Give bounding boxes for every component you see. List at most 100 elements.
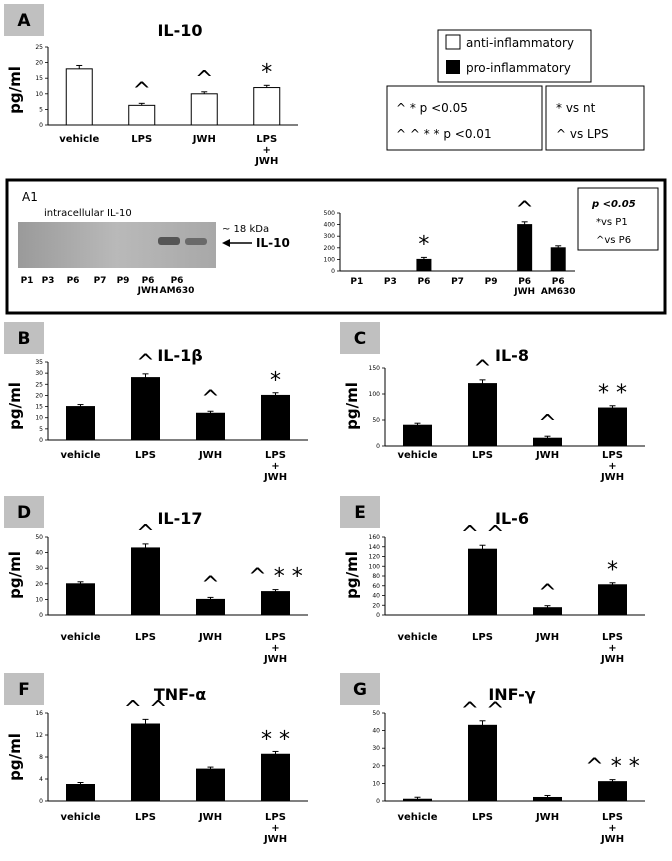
significance-mark: ^ [136, 521, 154, 546]
y-tick-label: 20 [35, 60, 43, 67]
category-label: vehicle [61, 632, 101, 643]
bar [196, 598, 225, 616]
panel-a1: A1 intracellular IL-10 ~ 18 kDa IL-10 P1… [5, 178, 667, 315]
category-label: LPS [265, 632, 286, 643]
blot-band-p6-am630 [185, 238, 207, 245]
significance-mark: ^ [136, 351, 154, 376]
y-tick-label: 16 [35, 710, 43, 717]
bar [598, 781, 627, 802]
y-tick-label: 400 [324, 222, 336, 229]
blot-lane-label: P9 [117, 276, 130, 286]
blot-lane-label: P3 [42, 276, 55, 286]
y-tick-label: 35 [35, 359, 43, 366]
charts-layer: IL-10pg/ml0510152025vehicle^LPS^JWH*LPS+… [4, 21, 645, 845]
significance-mark: * * [261, 727, 290, 752]
y-tick-label: 25 [35, 44, 43, 51]
legend: anti-inflammatory pro-inflammatory [437, 29, 592, 83]
a1-sig-line-3: ^vs P6 [596, 235, 631, 246]
y-tick-label: 40 [372, 593, 380, 600]
category-label: vehicle [398, 632, 438, 643]
bar [550, 247, 566, 272]
bar [65, 68, 93, 126]
blot-lane-label: P6 [171, 276, 184, 286]
category-label: JWH [192, 134, 216, 145]
significance-mark: ^ [538, 411, 556, 436]
legend-box [437, 29, 592, 83]
blot-lane-label: P6 [67, 276, 80, 286]
category-label: JWH [254, 156, 278, 167]
chart-title: TNF-α [154, 685, 206, 704]
panel-letter: F [18, 680, 30, 700]
y-tick-label: 0 [39, 122, 43, 129]
bar [196, 768, 225, 802]
category-label: + [608, 461, 616, 472]
significance-mark: * [270, 368, 281, 393]
category-label: P3 [384, 277, 397, 287]
y-tick-label: 150 [369, 365, 381, 372]
category-label: P6 [552, 277, 565, 287]
category-label: LPS [131, 134, 152, 145]
versus-line-1: * vs nt [556, 101, 596, 115]
bar [190, 93, 218, 126]
y-axis-label: pg/ml [6, 733, 24, 781]
y-axis-label: pg/ml [343, 382, 361, 430]
category-label: LPS [265, 812, 286, 823]
significance-mark: ^ ^ [461, 698, 505, 723]
y-tick-label: 0 [39, 798, 43, 805]
y-tick-label: 160 [369, 534, 381, 541]
significance-line-2: ^ ^ * * p <0.01 [396, 127, 492, 141]
y-tick-label: 12 [35, 732, 43, 739]
versus-line-2: ^ vs LPS [556, 127, 609, 141]
category-label: vehicle [398, 450, 438, 461]
category-label: vehicle [61, 812, 101, 823]
category-label: + [608, 823, 616, 834]
y-tick-label: 10 [35, 596, 43, 603]
y-axis-label: pg/ml [6, 382, 24, 430]
panel-letter-box [4, 496, 44, 528]
y-axis-label: pg/ml [6, 551, 24, 599]
western-blot-image [18, 222, 216, 268]
y-tick-label: 0 [331, 268, 335, 275]
arrow-label: IL-10 [256, 236, 290, 250]
y-tick-label: 0 [39, 612, 43, 619]
category-label: JWH [263, 834, 287, 845]
y-tick-label: 100 [369, 563, 381, 570]
bar [468, 548, 497, 616]
category-label: LPS [256, 134, 277, 145]
significance-mark: * [418, 232, 429, 257]
category-label: JWH [600, 654, 624, 665]
bar [261, 753, 290, 802]
category-label: P7 [451, 277, 464, 287]
blot-title: intracellular IL-10 [44, 208, 132, 219]
category-label: vehicle [61, 450, 101, 461]
y-tick-label: 40 [372, 728, 380, 735]
y-tick-label: 120 [369, 554, 381, 561]
category-label: JWH [535, 450, 559, 461]
significance-mark: * [607, 558, 618, 583]
chart-e: E IL-6 pg/ml 0 20 40 60 80 100 120 140 160 vehicle ^ … [340, 496, 645, 665]
category-label: + [271, 461, 279, 472]
blot-lane-label: P1 [21, 276, 34, 286]
bar [533, 437, 562, 447]
panel-letter-box [340, 673, 380, 705]
panel-letter-box-a [4, 4, 44, 36]
chart-g: G INF-γ 0 10 20 30 40 50 vehicle ^ ^ LPS JWH ^ * * LP… [340, 673, 645, 845]
y-tick-label: 140 [369, 544, 381, 551]
bar [468, 724, 497, 802]
category-label: JWH [600, 472, 624, 483]
category-label: JWH [198, 450, 222, 461]
category-label: JWH [198, 812, 222, 823]
chart-b: B IL-1β pg/ml 0 5 10 15 20 25 30 35 vehicle ^ LPS ^ JWH… [4, 322, 308, 483]
bar [598, 407, 627, 447]
y-tick-label: 50 [372, 417, 380, 424]
y-tick-label: 20 [372, 763, 380, 770]
y-tick-label: 10 [35, 415, 43, 422]
y-tick-label: 30 [372, 745, 380, 752]
significance-mark: ^ [201, 386, 219, 411]
blot-lane-label: P6 [142, 276, 155, 286]
significance-legend: ^ * p <0.05 ^ ^ * * p <0.01 * vs nt ^ vs… [386, 85, 645, 151]
bar [261, 394, 290, 441]
chart-title: IL-10 [157, 21, 202, 40]
panel-letter-box [340, 496, 380, 528]
